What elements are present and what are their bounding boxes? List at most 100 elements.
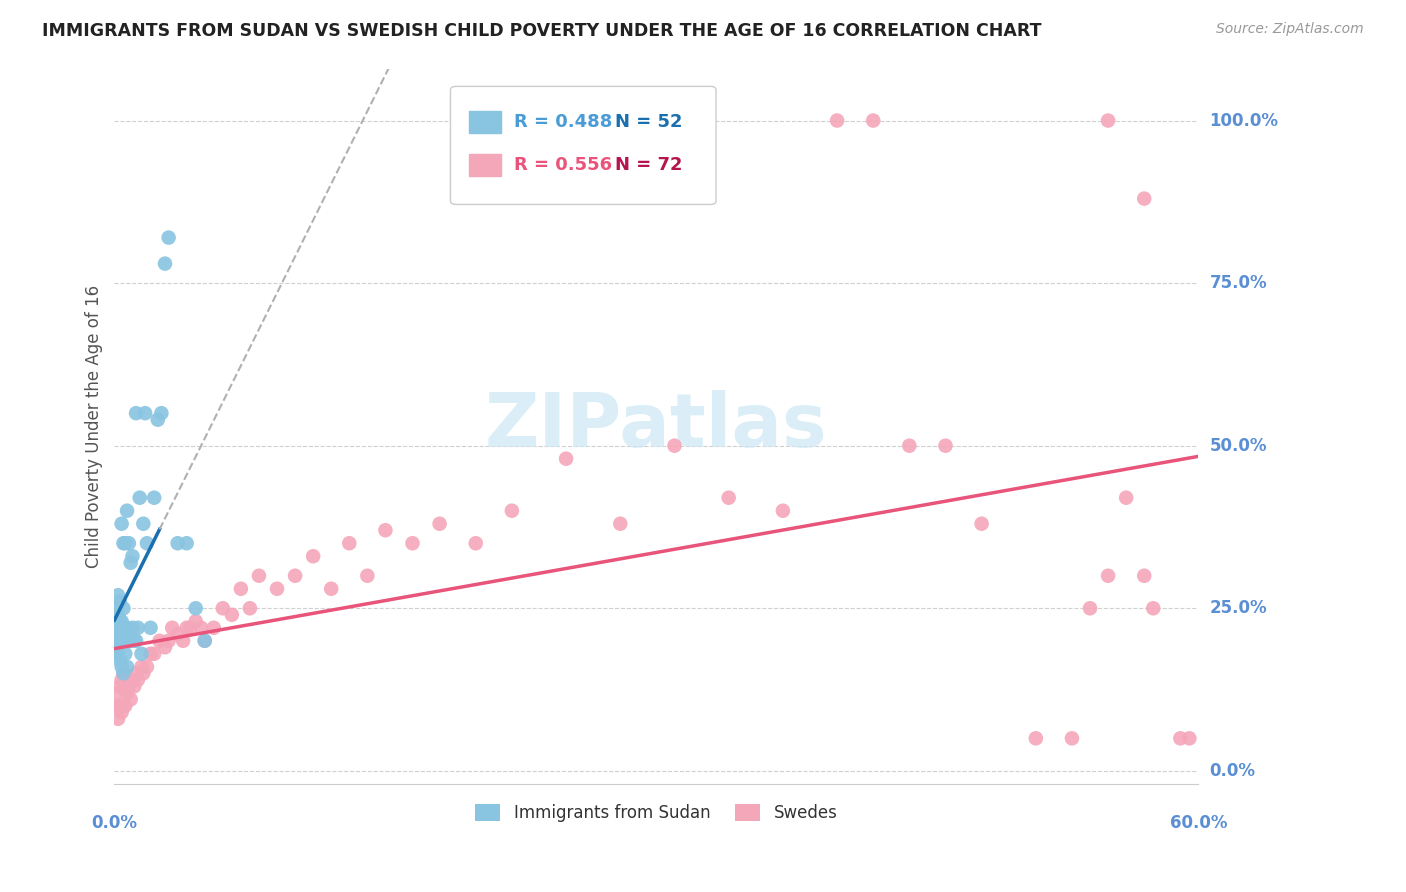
Point: [1025, 731, 1047, 746]
Point: [128, 491, 150, 505]
Point: [120, 556, 142, 570]
Point: [266, 582, 288, 596]
Point: [107, 588, 129, 602]
Point: [107, 621, 129, 635]
Point: [172, 633, 194, 648]
Point: [131, 647, 153, 661]
Point: [121, 621, 143, 635]
Point: [108, 653, 131, 667]
Point: [112, 536, 135, 550]
Point: [107, 607, 129, 622]
Text: 50.0%: 50.0%: [1209, 437, 1267, 455]
Point: [143, 647, 166, 661]
Point: [153, 640, 176, 655]
Point: [153, 257, 176, 271]
Point: [124, 679, 146, 693]
Point: [111, 660, 134, 674]
Point: [108, 614, 131, 628]
Point: [150, 406, 173, 420]
Point: [184, 614, 207, 628]
Point: [284, 568, 307, 582]
Point: [127, 621, 149, 635]
Point: [970, 516, 993, 531]
Legend: Immigrants from Sudan, Swedes: Immigrants from Sudan, Swedes: [468, 797, 844, 830]
Point: [111, 633, 134, 648]
Point: [114, 536, 136, 550]
Point: [229, 582, 252, 596]
Point: [125, 666, 148, 681]
Point: [247, 568, 270, 582]
Point: [139, 621, 162, 635]
Point: [108, 595, 131, 609]
Point: [148, 633, 170, 648]
Point: [136, 660, 159, 674]
Point: [111, 516, 134, 531]
Text: N = 52: N = 52: [616, 113, 683, 131]
Text: 100.0%: 100.0%: [1209, 112, 1278, 129]
Point: [105, 633, 128, 648]
Point: [112, 601, 135, 615]
Point: [194, 633, 217, 648]
Text: 0.0%: 0.0%: [1209, 762, 1256, 780]
Point: [1097, 568, 1119, 582]
Point: [1115, 491, 1137, 505]
Point: [1060, 731, 1083, 746]
Point: [118, 679, 141, 693]
Point: [934, 439, 956, 453]
Point: [108, 633, 131, 648]
Bar: [468, 112, 502, 133]
Text: 0.0%: 0.0%: [91, 814, 138, 832]
Point: [1142, 601, 1164, 615]
Point: [555, 451, 578, 466]
Point: [166, 627, 188, 641]
Point: [120, 633, 142, 648]
Text: 60.0%: 60.0%: [1170, 814, 1227, 832]
Point: [166, 536, 188, 550]
Point: [127, 673, 149, 687]
Point: [1170, 731, 1192, 746]
Point: [118, 633, 141, 648]
Point: [114, 673, 136, 687]
Text: R = 0.556: R = 0.556: [515, 156, 613, 174]
Point: [717, 491, 740, 505]
Point: [131, 660, 153, 674]
FancyBboxPatch shape: [450, 87, 716, 204]
Point: [125, 406, 148, 420]
Point: [862, 113, 884, 128]
Point: [120, 692, 142, 706]
Point: [111, 614, 134, 628]
Point: [202, 621, 225, 635]
Point: [124, 633, 146, 648]
Point: [125, 633, 148, 648]
Point: [114, 621, 136, 635]
Point: [772, 504, 794, 518]
Point: [898, 439, 921, 453]
Point: [111, 673, 134, 687]
Point: [132, 516, 155, 531]
Point: [134, 406, 156, 420]
Point: [143, 491, 166, 505]
Point: [374, 523, 396, 537]
Point: [190, 621, 212, 635]
Point: [825, 113, 848, 128]
Point: [105, 621, 128, 635]
Point: [107, 686, 129, 700]
Point: [112, 666, 135, 681]
Point: [107, 712, 129, 726]
Point: [176, 536, 198, 550]
Point: [114, 698, 136, 713]
Text: IMMIGRANTS FROM SUDAN VS SWEDISH CHILD POVERTY UNDER THE AGE OF 16 CORRELATION C: IMMIGRANTS FROM SUDAN VS SWEDISH CHILD P…: [42, 22, 1042, 40]
Point: [112, 698, 135, 713]
Point: [221, 607, 243, 622]
Point: [321, 582, 343, 596]
Point: [146, 412, 169, 426]
Point: [464, 536, 486, 550]
Point: [139, 647, 162, 661]
Point: [356, 568, 378, 582]
Point: [108, 698, 131, 713]
Point: [609, 516, 631, 531]
Point: [211, 601, 233, 615]
Point: [184, 601, 207, 615]
Point: [1133, 568, 1156, 582]
Point: [664, 439, 686, 453]
